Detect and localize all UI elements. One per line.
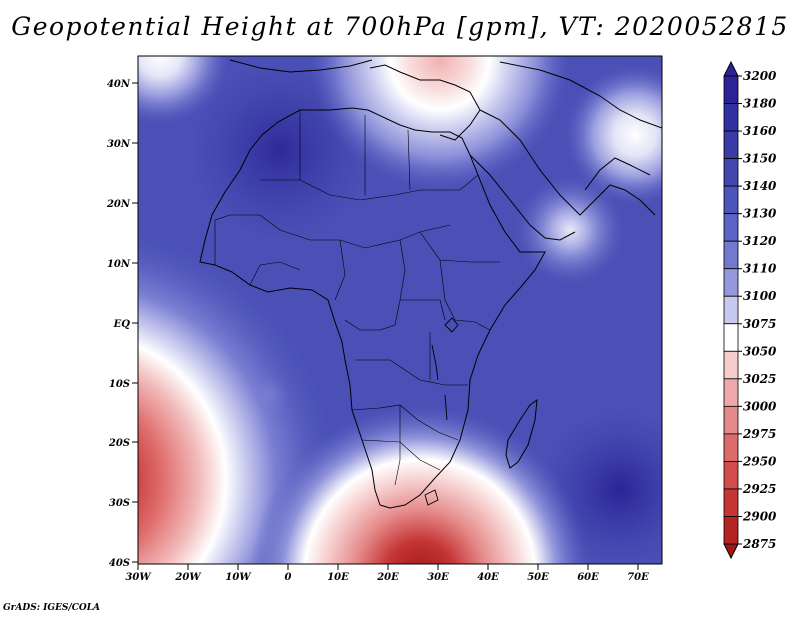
colorbar-label: 3050 <box>743 344 777 358</box>
colorbar-swatch <box>723 350 739 380</box>
lat-label: 30N <box>107 139 131 150</box>
colorbar-swatch <box>723 240 739 270</box>
colorbar-label: 3075 <box>743 317 776 331</box>
colorbar-swatch <box>723 268 739 297</box>
lat-label: 20N <box>106 199 131 210</box>
lat-label: 30S <box>109 498 130 509</box>
coastlines <box>199 59 662 509</box>
colorbar-label: 2950 <box>742 454 777 468</box>
contour-field <box>138 56 662 564</box>
colorbar-label: 3150 <box>743 152 777 166</box>
colorbar-label: 3120 <box>743 234 777 248</box>
colorbar-swatch <box>723 405 739 435</box>
colorbar-swatch <box>723 130 739 159</box>
colorbar-swatch <box>723 323 739 352</box>
colorbar-swatch <box>723 185 739 215</box>
lat-label: 20S <box>108 438 130 449</box>
colorbar-swatch <box>723 75 739 104</box>
lon-label: 10W <box>225 572 252 583</box>
lat-label: EQ <box>113 319 131 330</box>
colorbar-swatch <box>723 488 739 517</box>
colorbar-swatch <box>723 433 739 462</box>
lon-axis: 30W 20W 10W 0 10E 20E 30E 40E 50E 60E 70… <box>125 564 649 583</box>
lon-label: 0 <box>285 572 292 583</box>
lon-label: 50E <box>527 572 549 583</box>
colorbar-label: 3110 <box>743 262 777 276</box>
colorbar-swatch <box>723 461 739 490</box>
lon-label: 40E <box>477 572 499 583</box>
page-title: Geopotential Height at 700hPa [gpm], VT:… <box>11 12 789 41</box>
lon-label: 10E <box>327 572 349 583</box>
borders <box>214 110 500 486</box>
colorbar-label: 3180 <box>743 97 777 111</box>
lakes <box>424 317 459 506</box>
footer-credit: GrADS: IGES/COLA <box>3 603 101 613</box>
colorbar-swatch <box>723 213 739 242</box>
colorbar-arrow-bottom <box>723 543 739 560</box>
colorbar-label: 2875 <box>742 537 776 551</box>
colorbar-label: 3100 <box>743 289 777 303</box>
colorbar-swatch <box>723 103 739 132</box>
colorbar-swatch <box>723 516 739 545</box>
colorbar-swatch <box>723 295 739 325</box>
colorbar-label: 3160 <box>743 124 777 138</box>
lat-label: 10S <box>109 379 130 390</box>
lon-label: 20W <box>174 572 202 583</box>
colorbar-swatch <box>723 378 739 407</box>
colorbar-label: 2925 <box>742 482 776 496</box>
colorbar-label: 2975 <box>742 427 776 441</box>
lat-axis: 40N 30N 20N 10N EQ 10S 20S 30S 40S <box>106 79 138 569</box>
colorbar-arrow-top <box>723 60 739 77</box>
colorbar-label: 3000 <box>743 399 777 413</box>
colorbar: 3200 3180 3160 3150 3140 3130 3120 3110 3100 3075… <box>723 60 777 560</box>
lat-label: 40N <box>107 79 131 90</box>
colorbar-swatch <box>723 158 739 187</box>
colorbar-label: 3130 <box>743 207 777 221</box>
map-frame <box>137 55 663 565</box>
lon-label: 30W <box>125 572 152 583</box>
lon-label: 30E <box>427 572 449 583</box>
lon-label: 60E <box>577 572 599 583</box>
colorbar-label: 3025 <box>743 372 776 386</box>
colorbar-label: 3140 <box>743 179 777 193</box>
lon-label: 20E <box>376 572 399 583</box>
lon-label: 70E <box>627 572 649 583</box>
lat-label: 40S <box>109 558 130 569</box>
colorbar-label: 2900 <box>742 509 777 523</box>
lat-label: 10N <box>107 259 131 270</box>
colorbar-label: 3200 <box>743 69 777 83</box>
